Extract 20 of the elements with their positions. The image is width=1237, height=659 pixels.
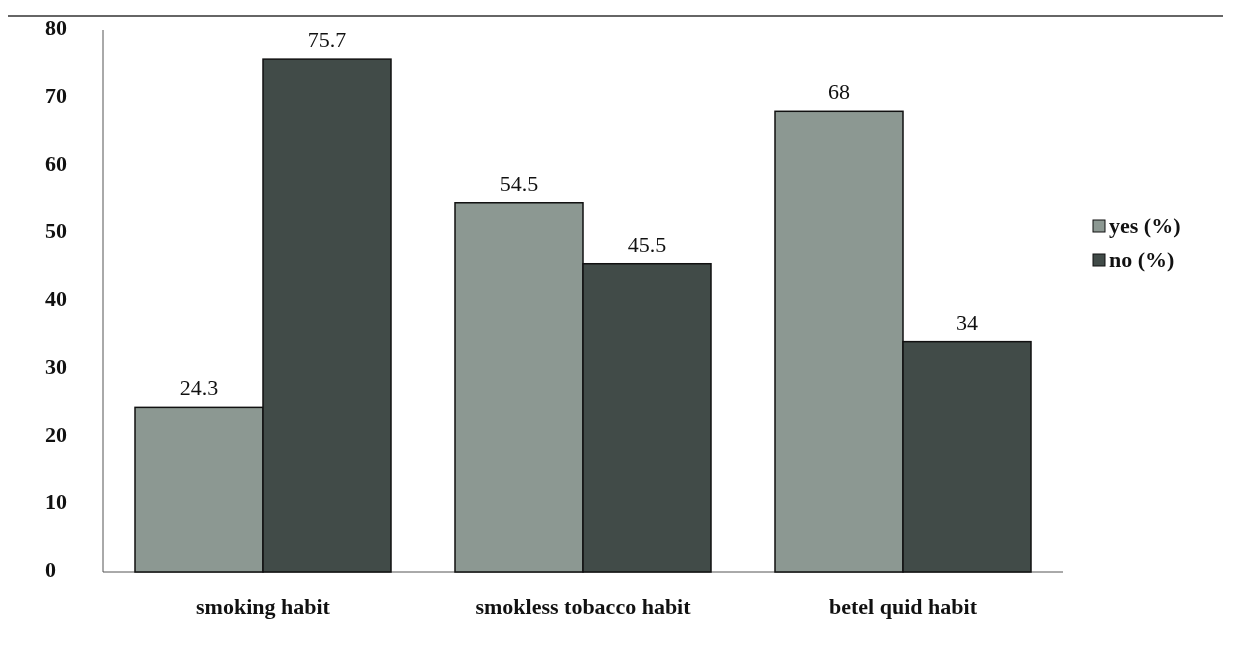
data-label: 45.5 (627, 231, 667, 257)
legend-label: yes (%) (1109, 213, 1181, 239)
x-tick-label: smokless tobacco habit (475, 594, 692, 619)
y-tick-label: 30 (45, 353, 67, 379)
data-label: 24.3 (179, 375, 219, 401)
data-label: 34 (956, 309, 978, 335)
legend-label: no (%) (1109, 247, 1175, 273)
y-tick-label: 70 (45, 82, 67, 108)
data-label: 75.7 (307, 27, 347, 53)
y-tick-label: 10 (45, 489, 67, 515)
y-tick-label: 0 (45, 557, 56, 583)
y-tick-label: 20 (45, 421, 67, 447)
data-label: 68 (828, 79, 850, 105)
y-tick-label: 50 (45, 218, 67, 244)
y-tick-label: 40 (45, 286, 67, 312)
y-tick-label: 60 (45, 150, 67, 176)
x-tick-label: smoking habit (196, 594, 331, 619)
y-tick-label: 80 (45, 15, 67, 41)
data-label: 54.5 (499, 170, 539, 196)
x-tick-label: betel quid habit (829, 594, 978, 619)
